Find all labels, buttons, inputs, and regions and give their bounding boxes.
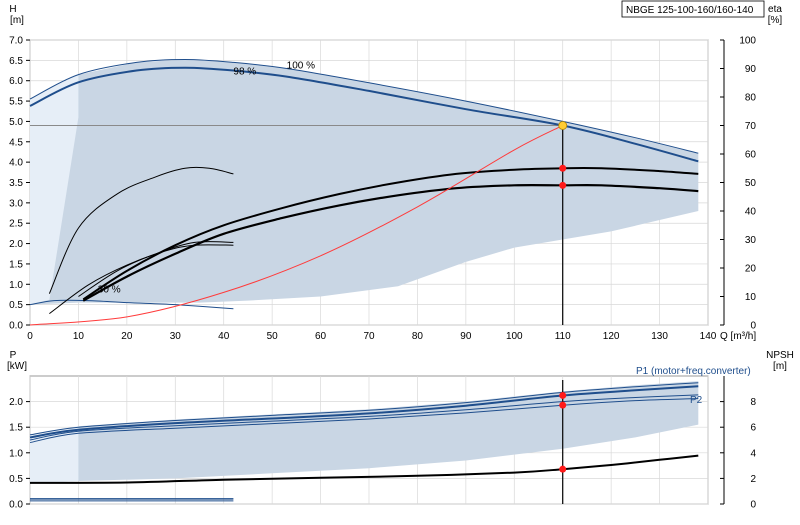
x-tick-label: 120 <box>603 331 620 342</box>
y-tick-label: 0.0 <box>9 500 23 511</box>
y2-axis-unit: [m] <box>773 361 787 372</box>
y-tick-label: 3.5 <box>9 178 23 189</box>
y-tick-label: 6.0 <box>9 76 23 87</box>
duty-marker <box>559 165 566 172</box>
x-tick-label: 40 <box>218 331 230 342</box>
duty-point <box>559 122 567 130</box>
y-tick-label: 3.0 <box>9 198 23 209</box>
y-tick-label: 4.0 <box>9 158 23 169</box>
x-tick-label: 20 <box>121 331 133 342</box>
y-tick-label: 5.5 <box>9 97 23 108</box>
y-tick-label: 1.5 <box>9 259 23 270</box>
y2-tick-label: 6 <box>750 423 756 434</box>
x-tick-label: 0 <box>27 331 33 342</box>
y-tick-label: 5.0 <box>9 117 23 128</box>
y2-tick-label: 50 <box>745 178 757 189</box>
y2-tick-label: 8 <box>750 397 756 408</box>
y-tick-label: 6.5 <box>9 56 23 67</box>
duty-marker <box>559 466 566 473</box>
x-tick-label: 140 <box>700 331 717 342</box>
x-tick-label: 90 <box>460 331 472 342</box>
y2-tick-label: 10 <box>745 292 757 303</box>
y-tick-label: 0.5 <box>9 474 23 485</box>
y2-tick-label: 0 <box>750 321 756 332</box>
x-tick-label: 50 <box>267 331 279 342</box>
x-tick-label: 30 <box>170 331 182 342</box>
x-tick-label: 60 <box>315 331 327 342</box>
duty-marker <box>559 182 566 189</box>
curve-label: 100 % <box>287 61 315 72</box>
x-tick-label: 130 <box>651 331 668 342</box>
y-tick-label: 1.0 <box>9 280 23 291</box>
curve-label: 30 % <box>98 284 121 295</box>
y2-tick-label: 2 <box>750 474 756 485</box>
legend-p1: P1 (motor+freq.converter) <box>636 366 751 377</box>
x-tick-label: 110 <box>555 331 571 342</box>
y-tick-label: 7.0 <box>9 36 23 47</box>
x-tick-label: 100 <box>506 331 523 342</box>
y-tick-label: 1.5 <box>9 423 23 434</box>
chart-title: NBGE 125-100-160/160-140 <box>626 5 754 16</box>
y2-axis-unit: [%] <box>768 15 783 26</box>
x-tick-label: 10 <box>73 331 85 342</box>
y2-tick-label: 60 <box>745 150 757 161</box>
y2-tick-label: 30 <box>745 235 757 246</box>
y2-tick-label: 20 <box>745 264 757 275</box>
y-axis-unit: [kW] <box>7 361 27 372</box>
y-axis-label: H <box>9 4 16 15</box>
y2-tick-label: 90 <box>745 64 757 75</box>
y-axis-unit: [m] <box>10 15 24 26</box>
x-tick-label: 80 <box>412 331 424 342</box>
y-tick-label: 1.0 <box>9 448 23 459</box>
x-tick-label: 70 <box>363 331 375 342</box>
y2-tick-label: 0 <box>750 500 756 511</box>
y2-tick-label: 4 <box>750 448 756 459</box>
y2-axis-label: NPSH <box>766 350 794 361</box>
y-tick-label: 0.0 <box>9 321 23 332</box>
y2-tick-label: 80 <box>745 93 757 104</box>
curve-label: 98 % <box>233 67 256 78</box>
duty-marker <box>559 402 566 409</box>
x-axis-label: Q [m³/h] <box>720 331 756 342</box>
y2-tick-label: 40 <box>745 207 757 218</box>
y2-tick-label: 70 <box>745 121 757 132</box>
y-tick-label: 2.0 <box>9 397 23 408</box>
y-tick-label: 2.5 <box>9 219 23 230</box>
duty-marker <box>559 392 566 399</box>
y-axis-label: P <box>10 350 17 361</box>
y-tick-label: 2.0 <box>9 239 23 250</box>
y2-tick-label: 100 <box>739 36 756 47</box>
y-tick-label: 4.5 <box>9 137 23 148</box>
legend-p2: P2 <box>690 395 703 406</box>
y-tick-label: 0.5 <box>9 300 23 311</box>
y2-axis-label: eta <box>768 4 782 15</box>
